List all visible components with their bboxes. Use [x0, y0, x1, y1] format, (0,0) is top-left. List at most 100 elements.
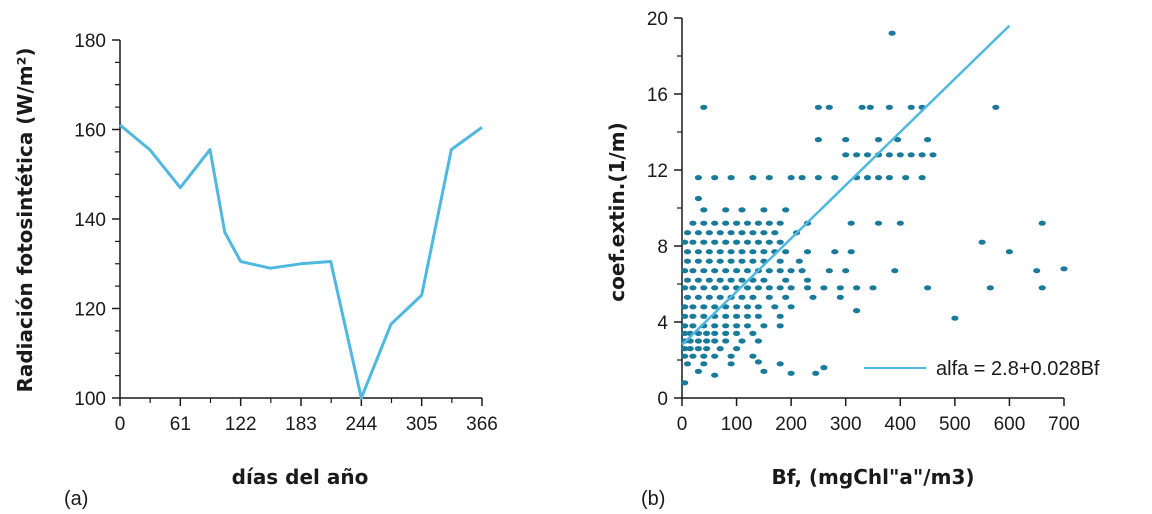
b-point	[733, 268, 741, 274]
b-point	[771, 304, 779, 310]
b-point	[776, 220, 784, 226]
b-point	[749, 249, 757, 255]
b-point	[847, 220, 855, 226]
b-point	[727, 258, 735, 264]
b-point	[776, 239, 784, 245]
b-point	[716, 230, 724, 236]
b-point	[738, 277, 746, 283]
b-point	[803, 285, 812, 291]
b-point	[924, 285, 932, 291]
b-point	[733, 239, 741, 245]
b-point	[782, 294, 790, 300]
b-point	[705, 249, 713, 255]
b-point	[776, 323, 784, 329]
a-y-tick-label: 180	[74, 31, 106, 52]
b-point	[787, 268, 795, 274]
b-point	[863, 175, 872, 181]
b-point	[760, 323, 768, 329]
b-point	[814, 104, 823, 110]
b-point	[776, 285, 784, 291]
b-point	[847, 249, 855, 255]
b-point	[683, 277, 692, 283]
b-point	[986, 285, 994, 291]
b-point	[924, 137, 932, 143]
b-point	[738, 338, 746, 344]
b-point	[1060, 266, 1068, 272]
a-x-tick-label: 305	[406, 414, 438, 435]
b-point	[853, 285, 861, 291]
b-point	[727, 230, 735, 236]
b-point	[727, 353, 735, 359]
b-point	[782, 207, 790, 213]
b-point	[689, 239, 697, 245]
b-point	[711, 304, 719, 310]
b-point	[858, 104, 866, 110]
b-point	[705, 294, 713, 300]
b-point	[874, 175, 883, 181]
b-point	[891, 268, 899, 274]
b-point	[733, 304, 741, 310]
b-point	[689, 220, 697, 226]
b-point	[951, 315, 959, 321]
b-point	[733, 323, 741, 329]
b-point	[894, 137, 902, 143]
b-point	[689, 313, 697, 319]
b-point	[694, 338, 703, 344]
b-point	[694, 277, 703, 283]
b-point	[885, 152, 894, 158]
b-point	[853, 308, 861, 314]
b-point	[733, 313, 741, 319]
b-point	[681, 323, 689, 329]
b-point	[896, 152, 904, 158]
b-point	[711, 372, 719, 378]
b-point	[716, 277, 724, 283]
b-point	[782, 277, 790, 283]
b-point	[743, 313, 752, 319]
b-point	[754, 304, 763, 310]
b-point	[700, 313, 708, 319]
b-point	[743, 268, 752, 274]
b-point	[765, 268, 773, 274]
b-point	[694, 346, 703, 352]
b-point	[814, 175, 823, 181]
b-point	[825, 104, 833, 110]
b-point	[689, 285, 697, 291]
b-point	[722, 239, 730, 245]
b-x-tick-label: 100	[721, 414, 753, 435]
b-point	[1038, 285, 1046, 291]
b-point	[866, 104, 874, 110]
b-point	[1033, 268, 1041, 274]
b-point	[711, 175, 719, 181]
b-point	[694, 175, 703, 181]
b-point	[831, 175, 839, 181]
b-point	[888, 30, 896, 36]
a-y-tick-label: 140	[74, 210, 106, 231]
b-point	[722, 338, 730, 344]
b-point	[689, 304, 697, 310]
b-point	[787, 285, 795, 291]
b-point	[738, 258, 746, 264]
b-point	[803, 277, 812, 283]
b-point	[703, 330, 711, 336]
b-legend: alfa = 2.8+0.028Bf	[864, 358, 1100, 380]
b-point	[711, 323, 719, 329]
b-point	[743, 239, 752, 245]
b-point	[902, 175, 910, 181]
b-point	[711, 353, 719, 359]
b-y-tick-label: 8	[657, 237, 668, 258]
b-point	[716, 346, 724, 352]
b-point	[681, 285, 689, 291]
a-y-tick-label: 120	[74, 300, 106, 321]
a-x-tick-label: 244	[345, 414, 377, 435]
b-point	[705, 258, 713, 264]
b-point	[681, 313, 689, 319]
b-point	[754, 313, 763, 319]
b-x-tick-label: 0	[677, 414, 688, 435]
b-point	[689, 353, 697, 359]
b-point	[686, 346, 694, 352]
b-point	[681, 353, 689, 359]
b-point	[754, 239, 763, 245]
b-y-tick-label: 0	[657, 389, 668, 410]
b-point	[727, 361, 735, 367]
b-point	[1038, 220, 1046, 226]
